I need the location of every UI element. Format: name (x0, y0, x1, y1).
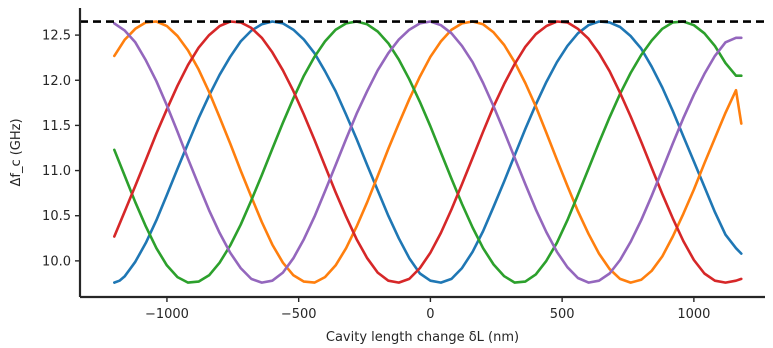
x-tick-label: 1000 (677, 307, 710, 322)
series-line-2 (113, 20, 743, 284)
x-tick-label: −1000 (145, 307, 189, 322)
series-line-4 (113, 20, 743, 284)
series-line-1 (113, 20, 743, 284)
y-axis-label: Δf_c (GHz) (9, 118, 24, 186)
y-tick-label: 10.5 (42, 209, 71, 224)
series-layer (113, 20, 743, 284)
x-tick-label: 0 (426, 307, 434, 322)
x-axis-label: Cavity length change δL (nm) (326, 330, 519, 345)
y-tick-label: 12.5 (42, 29, 71, 44)
ticks-layer: −1000 −500 0 500 1000 10.0 10.5 11.0 11.5 12.0 12.… (42, 29, 710, 322)
y-tick-label: 11.0 (42, 164, 71, 179)
y-tick-label: 10.0 (42, 254, 71, 269)
x-tick-label: −500 (281, 307, 317, 322)
series-line-5 (113, 20, 743, 284)
y-tick-label: 11.5 (42, 119, 71, 134)
x-tick-label: 500 (550, 307, 575, 322)
axes-layer (78, 8, 765, 299)
y-tick-label: 12.0 (42, 74, 71, 89)
series-line-3 (113, 20, 743, 284)
